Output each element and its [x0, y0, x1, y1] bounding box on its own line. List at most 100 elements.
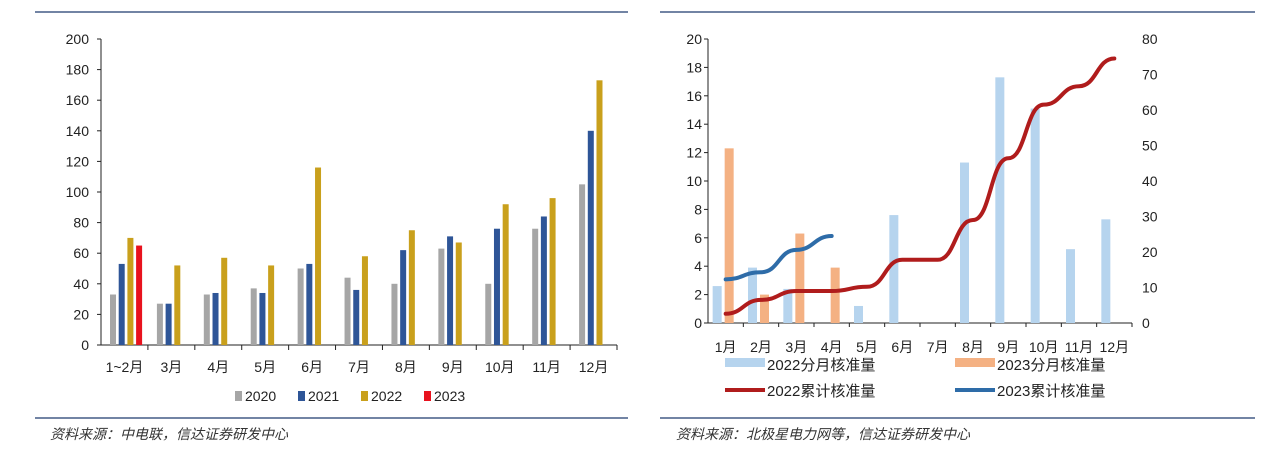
- y-tick-label: 8: [694, 201, 702, 217]
- bar-2023: [136, 245, 143, 345]
- y-tick-label: 10: [686, 173, 702, 189]
- x-tick-label: 8月: [962, 339, 984, 355]
- x-tick-label: 5月: [254, 359, 276, 375]
- y-tick-label: 12: [686, 145, 702, 161]
- legend-label: 2021: [308, 388, 339, 404]
- legend-swatch-2023: [424, 391, 431, 401]
- bar-2021: [165, 303, 172, 345]
- legend-swatch: [725, 358, 765, 367]
- bar-2020: [438, 248, 445, 345]
- bar-2022分月核准量: [748, 267, 757, 323]
- x-tick-label: 12月: [1100, 339, 1130, 355]
- bar-2023分月核准量: [795, 233, 805, 323]
- y-tick-label: 0: [694, 315, 702, 331]
- y-tick-label: 18: [686, 59, 702, 75]
- bar-2022分月核准量: [1066, 249, 1075, 323]
- x-tick-label: 5月: [856, 339, 878, 355]
- bar-2021: [493, 228, 500, 345]
- bar-2020: [532, 228, 539, 345]
- legend-label: 2020: [245, 388, 276, 404]
- bar-2022: [502, 204, 509, 345]
- bar-2022分月核准量: [995, 77, 1005, 323]
- y2-tick-label: 10: [1142, 280, 1158, 296]
- y-tick-label: 20: [686, 31, 702, 47]
- bar-2022分月核准量: [854, 305, 863, 323]
- legend-label: 2022: [371, 388, 402, 404]
- x-tick-label: 9月: [997, 339, 1019, 355]
- bar-2020: [485, 283, 492, 345]
- bar-2021: [259, 292, 266, 345]
- bar-2023分月核准量: [830, 267, 840, 323]
- bar-2021: [212, 292, 219, 345]
- x-tick-label: 3月: [785, 339, 807, 355]
- line-2023累计核准量: [723, 234, 834, 282]
- x-tick-label: 7月: [927, 339, 949, 355]
- legend-label: 2023累计核准量: [997, 383, 1105, 400]
- x-tick-label: 6月: [891, 339, 913, 355]
- bar-2020: [391, 283, 398, 345]
- legend-label: 2022分月核准量: [767, 357, 875, 374]
- y-tick-label: 140: [66, 123, 90, 139]
- bar-2022: [315, 167, 322, 345]
- y-tick-label: 40: [73, 276, 89, 292]
- y2-tick-label: 0: [1142, 315, 1150, 331]
- y-tick-label: 14: [686, 116, 702, 132]
- bar-2022分月核准量: [960, 162, 969, 323]
- y-tick-label: 120: [66, 153, 90, 169]
- y-tick-label: 16: [686, 88, 702, 104]
- bar-2023分月核准量: [724, 148, 734, 323]
- legend-swatch-2021: [298, 391, 305, 401]
- bar-2021: [587, 130, 594, 345]
- x-tick-label: 11月: [1065, 339, 1094, 355]
- bar-2020: [344, 277, 351, 345]
- bar-2022: [268, 265, 275, 345]
- y-tick-label: 0: [81, 337, 89, 353]
- y2-tick-label: 20: [1142, 244, 1158, 260]
- y2-tick-label: 30: [1142, 209, 1158, 225]
- x-tick-label: 4月: [821, 339, 843, 355]
- bar-2022: [361, 256, 368, 345]
- x-tick-label: 2月: [750, 339, 772, 355]
- y-tick-label: 160: [66, 92, 90, 108]
- bar-2021: [306, 263, 313, 345]
- bar-2023分月核准量: [760, 294, 769, 323]
- bar-2022分月核准量: [1030, 108, 1040, 323]
- y-tick-label: 4: [694, 258, 702, 274]
- y-tick-label: 6: [694, 230, 702, 246]
- y-tick-label: 80: [73, 215, 89, 231]
- y-tick-label: 100: [66, 184, 90, 200]
- legend-swatch-2020: [235, 391, 242, 401]
- x-tick-label: 10月: [485, 359, 515, 375]
- x-tick-label: 7月: [348, 359, 370, 375]
- x-tick-label: 1月: [715, 339, 737, 355]
- bar-2022: [408, 230, 415, 345]
- x-tick-label: 8月: [395, 359, 417, 375]
- bar-2021: [447, 236, 454, 345]
- x-tick-label: 4月: [207, 359, 229, 375]
- y-tick-label: 2: [694, 287, 702, 303]
- x-tick-label: 10月: [1029, 339, 1059, 355]
- y2-tick-label: 40: [1142, 173, 1158, 189]
- bar-2022分月核准量: [783, 288, 793, 323]
- y-tick-label: 180: [66, 62, 90, 78]
- x-tick-label: 1~2月: [106, 359, 144, 375]
- y2-tick-label: 70: [1142, 67, 1158, 83]
- bar-2020: [110, 294, 116, 345]
- bar-2020: [156, 303, 163, 345]
- source-note-right: 资料来源：北极星电力网等，信达证券研发中心: [676, 427, 970, 443]
- line-2022累计核准量: [723, 56, 1117, 316]
- x-tick-label: 3月: [160, 359, 182, 375]
- bar-2022: [455, 242, 462, 345]
- legend-label: 2023: [434, 388, 465, 404]
- y2-tick-label: 60: [1142, 102, 1158, 118]
- bar-2022: [174, 265, 181, 345]
- legend-swatch: [955, 358, 995, 367]
- bar-2021: [540, 216, 547, 345]
- x-tick-label: 11月: [532, 359, 561, 375]
- bar-2022分月核准量: [889, 215, 899, 323]
- bar-2022: [596, 80, 603, 345]
- y-tick-label: 200: [66, 31, 90, 47]
- x-tick-label: 12月: [579, 359, 609, 375]
- bar-2020: [297, 268, 304, 345]
- bar-2022: [127, 237, 134, 345]
